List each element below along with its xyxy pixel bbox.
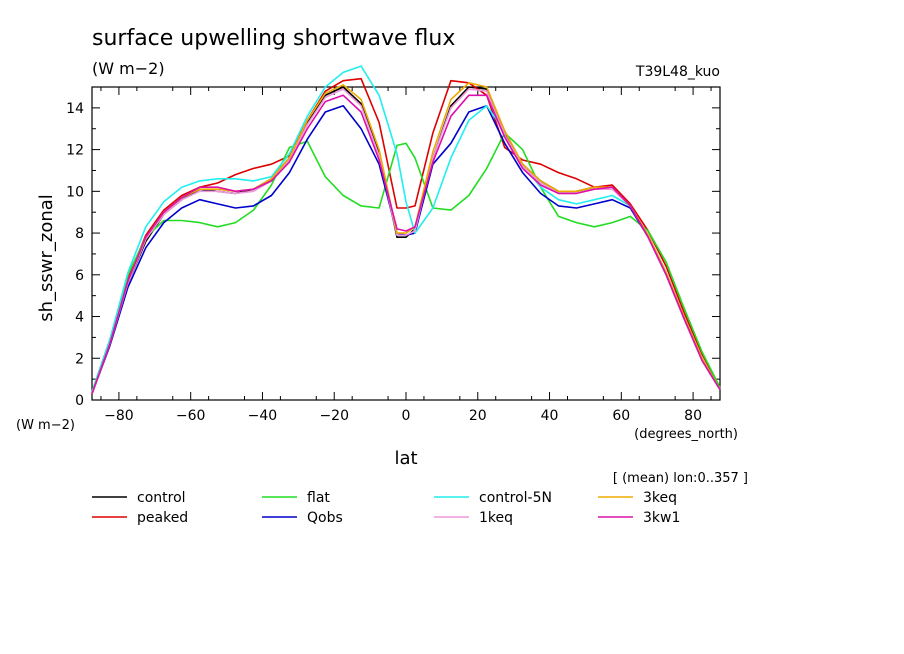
x-tick-label: −20 [319,408,349,424]
x-tick-label: 40 [541,408,559,424]
y-tick-label: 6 [75,268,84,284]
y-tick-label: 2 [75,351,84,367]
x-tick-label: −60 [176,408,206,424]
y-tick-label: 8 [75,226,84,242]
series-line-flat [91,132,721,392]
x-units-label: (degrees_north) [634,427,738,442]
y-tick-label: 0 [75,393,84,409]
y-axis-label: sh_sswr_zonal [36,194,57,322]
axis-ticks: −80 −60 −40 −20 0 20 40 60 80 0 2 4 6 8 10 12 14 [66,87,720,424]
legend-label: control-5N [479,490,552,506]
x-axis-label: lat [394,448,417,469]
legend: control peaked flat Qobs control-5N 1keq 3keq 3… [92,490,680,526]
chart-title: surface upwelling shortwave flux [92,26,455,51]
series-line-control-5n [91,65,721,392]
legend-label: peaked [137,510,188,526]
run-label: T39L48_kuo [635,64,720,80]
y-tick-label: 4 [75,310,84,326]
y-tick-label: 14 [66,101,84,117]
y-tick-label: 12 [66,143,84,159]
x-tick-label: 80 [684,408,702,424]
series-line-3kw1 [91,94,721,394]
legend-label: control [137,490,186,506]
x-tick-label: −40 [248,408,278,424]
chart-units: (W m−2) [92,59,165,78]
y-tick-label: 10 [66,184,84,200]
legend-label: 3kw1 [643,510,680,526]
y-units-label: (W m−2) [16,418,75,433]
legend-label: Qobs [307,510,343,526]
series-lines [91,65,721,394]
x-tick-label: 60 [612,408,630,424]
series-line-3keq [91,82,721,394]
x-tick-label: 0 [402,408,411,424]
footnote: [ (mean) lon:0..357 ] [613,471,748,486]
legend-label: 3keq [643,490,677,506]
series-line-control [91,86,721,394]
x-tick-label: 20 [469,408,487,424]
series-line-qobs [91,105,721,394]
x-tick-label: −80 [104,408,134,424]
legend-label: flat [307,490,330,506]
legend-label: 1keq [479,510,513,526]
series-line-1keq [91,88,721,394]
plot-frame [91,86,721,401]
